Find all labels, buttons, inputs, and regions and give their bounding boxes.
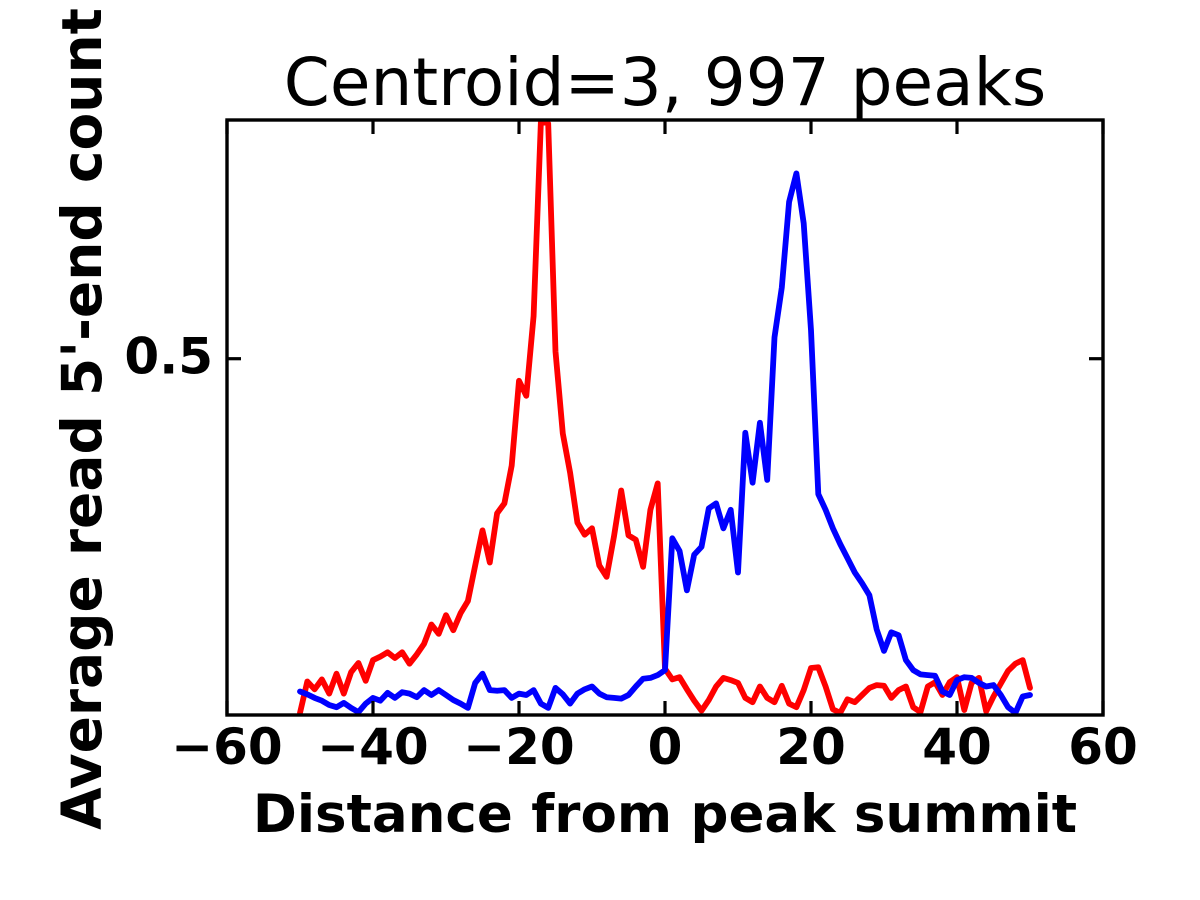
axes-group: −60 −40 −20 0 20 40 60 0.5 — [124, 118, 1138, 776]
x-tick-label: 60 — [1068, 718, 1138, 776]
x-tick-label: 40 — [922, 718, 992, 776]
series-group — [297, 118, 1033, 716]
chart-title: Centroid=3, 997 peaks — [284, 44, 1046, 121]
y-tick-label: 0.5 — [124, 328, 213, 386]
x-tick-label: −40 — [317, 718, 428, 776]
x-tick-label: −20 — [463, 718, 574, 776]
x-axis-label: Distance from peak summit — [253, 784, 1077, 845]
x-tick-label: 0 — [648, 718, 683, 776]
blue-series-line — [297, 170, 1033, 716]
y-axis-label: Average read 5'-end count — [50, 8, 114, 830]
x-tick-label: −60 — [171, 718, 282, 776]
x-tick-label: 20 — [776, 718, 846, 776]
